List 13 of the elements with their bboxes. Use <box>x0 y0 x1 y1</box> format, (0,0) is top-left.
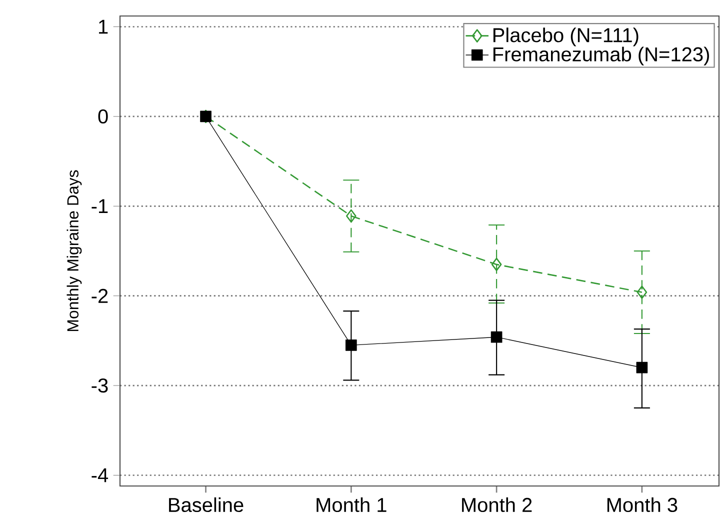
legend-label: Fremanezumab (N=123) <box>493 46 709 66</box>
y-tick-label: -1 <box>92 199 108 214</box>
y-tick-label: 0 <box>98 109 108 124</box>
y-tick-label: 1 <box>99 20 108 34</box>
y-tick-label: -2 <box>92 288 108 303</box>
y-tick-label: -4 <box>92 468 108 482</box>
y-tick-label: -3 <box>92 378 108 393</box>
legend-label: Placebo (N=111) <box>493 28 638 46</box>
x-tick-label: Baseline <box>169 497 244 512</box>
x-tick-label: Month 1 <box>316 497 386 512</box>
x-tick-label: Month 2 <box>462 497 532 512</box>
y-axis-title: Monthly Migraine Days <box>66 170 82 332</box>
x-tick-label: Month 3 <box>607 497 678 512</box>
